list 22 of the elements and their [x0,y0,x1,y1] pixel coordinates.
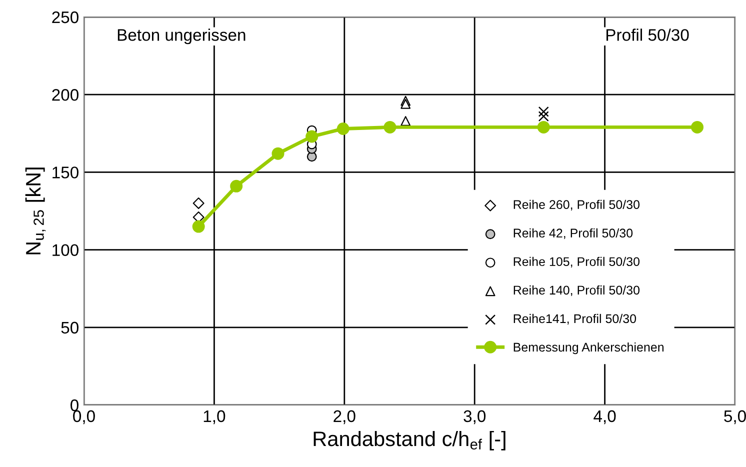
y-tick-label: 150 [52,166,78,178]
x-tick-label: 5,0 [724,410,746,424]
x-tick-label: 0,0 [73,410,95,424]
y-axis-title: N$_{u,25}$ [kN] [25,168,46,254]
y-tick-label: 50 [61,322,78,334]
x-tick-label: 4,0 [594,410,616,424]
annotation: Beton ungerissen [118,28,246,44]
legend-label: Reihe 140, Profil 50/30 [514,285,640,296]
x-tick-label: 1,0 [204,410,226,424]
x-tick-label: 3,0 [464,410,486,424]
legend-label: Bemessung Ankerschienen [514,342,664,354]
x-tick-label: 2,0 [334,410,356,424]
y-tick-label: 250 [52,11,78,24]
legend-label: Reihe141, Profil 50/30 [514,314,636,325]
legend-label: Reihe 42, Profil 50/30 [514,228,633,239]
legend-label: Reihe 105, Profil 50/30 [514,256,640,268]
x-axis-title: Randabstand c/h$_{ef}$ [-] [314,430,506,450]
y-tick-label: 0 [70,399,78,412]
y-tick-label: 200 [52,89,78,101]
y-tick-label: 100 [52,244,78,256]
legend-label: Reihe 260, Profil 50/30 [514,200,640,210]
annotation: Profil 50/30 [606,28,689,41]
